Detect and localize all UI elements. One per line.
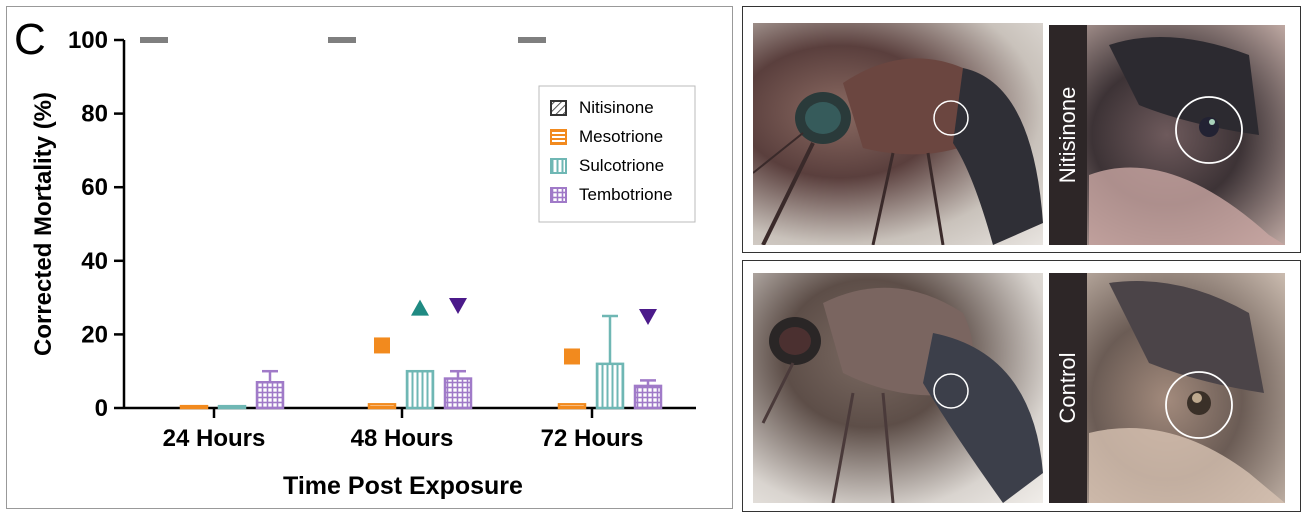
bar-sulcotrione	[217, 404, 247, 410]
closeup-photo-control: Control	[1049, 273, 1285, 503]
x-tick-label: 72 Hours	[541, 425, 644, 452]
bar-mesotrione	[557, 403, 587, 410]
marker-square	[374, 337, 390, 354]
photo-frame-top: Nitisinone	[742, 6, 1301, 253]
bar-nitisinone	[328, 37, 356, 43]
bar-tembotrione	[255, 380, 285, 410]
legend: Nitisinone Mesotrione Sulcotrione Tembotrio…	[538, 85, 696, 223]
mosquito-photo-control	[753, 273, 1043, 503]
panel-c-chart: C 0 20 40 60 80 100 Corrected Mortality (%) 24 …	[6, 6, 733, 509]
axes: 0 20 40 60 80 100 Corrected Mortality (%) 24 Ho…	[30, 27, 696, 500]
legend-label-tembotrione: Tembotrione	[579, 185, 673, 204]
label-nitisinone: Nitisinone	[1049, 25, 1087, 245]
label-control: Control	[1049, 273, 1087, 503]
bar-sulcotrione	[405, 369, 435, 410]
bar-nitisinone	[518, 37, 546, 43]
y-axis-label: Corrected Mortality (%)	[30, 92, 57, 356]
legend-swatch-tembotrione	[550, 187, 567, 203]
x-axis-label: Time Post Exposure	[283, 472, 523, 500]
legend-label-nitisinone: Nitisinone	[579, 98, 654, 117]
panel-d-photos: D Nitisin	[742, 6, 1302, 512]
bar-sulcotrione	[595, 362, 625, 410]
x-tick-label: 24 Hours	[163, 425, 266, 452]
y-tick-label: 0	[95, 395, 108, 422]
y-tick-label: 20	[81, 321, 108, 348]
y-tick-label: 60	[81, 174, 108, 201]
bar-mesotrione	[179, 404, 209, 410]
photo-frame-bottom: Control	[742, 260, 1301, 512]
legend-label-mesotrione: Mesotrione	[579, 127, 663, 146]
y-tick-label: 40	[81, 248, 108, 275]
legend-label-sulcotrione: Sulcotrione	[579, 156, 664, 175]
y-tick-label: 100	[68, 27, 108, 54]
bar-mesotrione	[367, 403, 397, 410]
legend-swatch-sulcotrione	[550, 158, 567, 174]
marker-triangle-down	[449, 297, 467, 314]
legend-swatch-nitisinone	[550, 100, 567, 116]
markers	[374, 297, 657, 365]
x-tick-label: 48 Hours	[351, 425, 454, 452]
y-tick-label: 80	[81, 101, 108, 128]
legend-swatch-mesotrione	[550, 129, 567, 145]
mosquito-photo-nitisinone	[753, 23, 1043, 245]
label-control-text: Control	[1055, 352, 1080, 424]
marker-triangle-down	[639, 309, 657, 325]
mortality-chart: C 0 20 40 60 80 100 Corrected Mortality (%) 24 …	[6, 6, 733, 509]
label-nitisinone-text: Nitisinone	[1055, 86, 1080, 184]
bar-nitisinone	[140, 37, 168, 43]
bar-tembotrione	[443, 377, 473, 410]
marker-square	[564, 348, 580, 365]
closeup-photo-nitisinone: Nitisinone	[1049, 25, 1285, 245]
bar-tembotrione	[633, 384, 663, 410]
panel-c-letter: C	[14, 15, 46, 64]
bars	[140, 37, 663, 410]
marker-triangle-up	[411, 299, 429, 316]
